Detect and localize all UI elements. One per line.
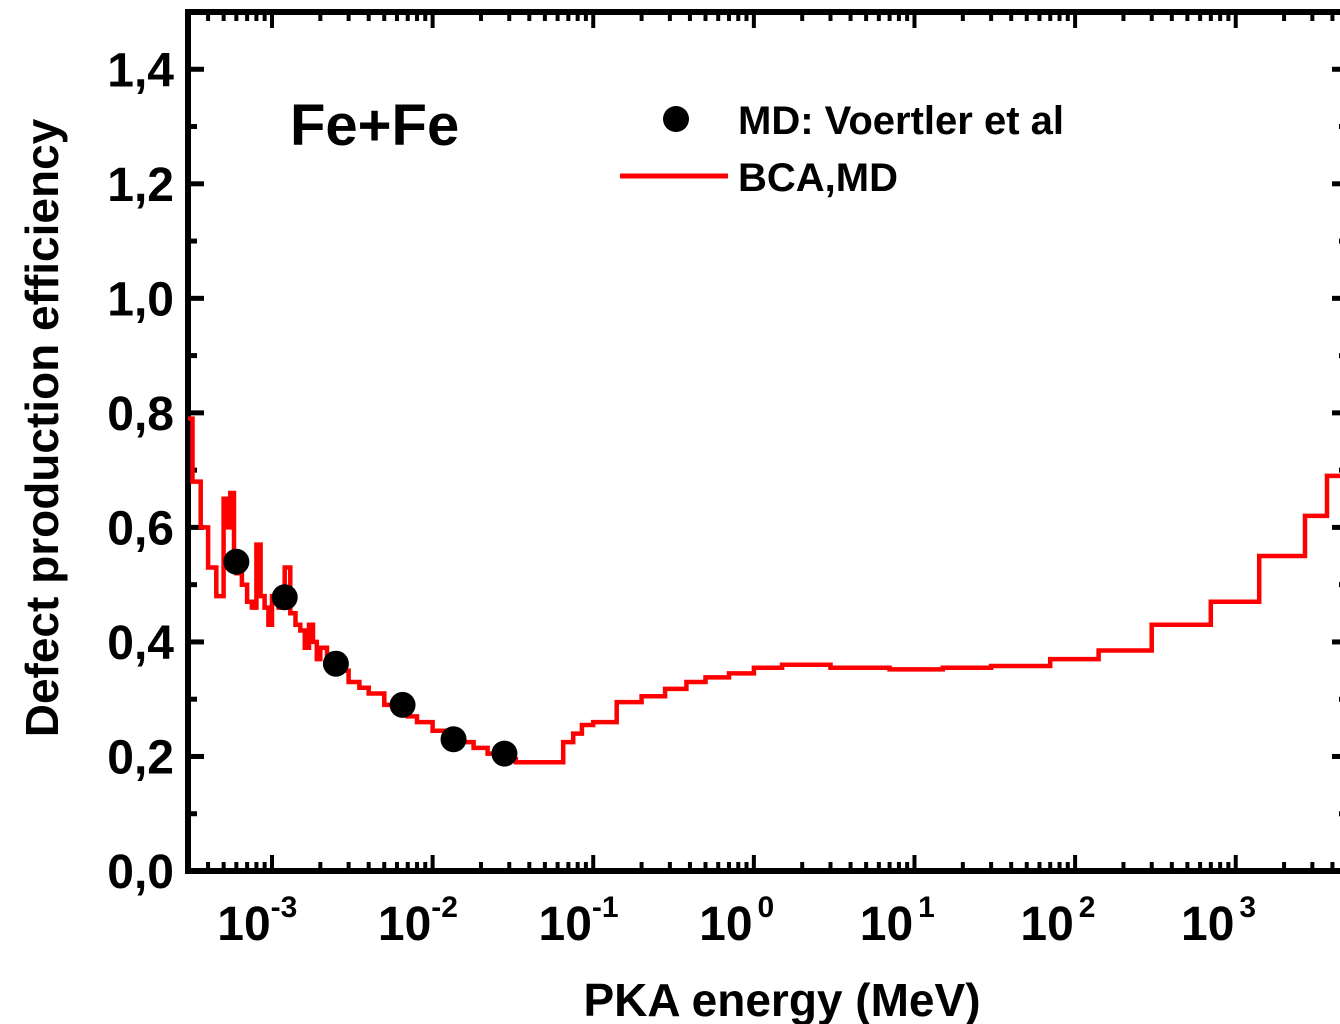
x-tick-label-exponent: 2 [1079,891,1096,924]
bca-md-step-line [188,416,1340,765]
x-tick-label: 10 [1020,898,1073,951]
x-tick-label-exponent: 0 [758,891,775,924]
y-tick-label: 1,2 [107,159,174,212]
y-tick-label: 0,6 [107,502,174,555]
y-axis-title: Defect production efficiency [16,118,68,737]
series-layer [188,416,1340,767]
y-tick-label: 1,0 [107,273,174,326]
y-tick-label: 0,0 [107,846,174,899]
md-data-point [223,548,250,575]
md-data-point [389,691,416,718]
x-tick-label: 10 [378,898,431,951]
x-tick-label-exponent: 3 [1239,891,1256,924]
x-tick-label: 10 [1181,898,1234,951]
annotation-fe-fe: Fe+Fe [290,93,459,158]
plot-frame [185,9,1340,874]
x-tick-label-exponent: -3 [271,891,298,924]
legend-marker-md [663,106,689,132]
labels-layer: 0,00,20,40,60,81,01,21,410 -3 10 -2 10 -1 10 0 1… [107,44,1256,951]
x-tick-label-exponent: 1 [918,891,935,924]
md-data-point [271,584,298,611]
y-tick-label: 0,2 [107,731,174,784]
md-data-point [440,726,467,753]
legend-label-md: MD: Voertler et al [738,99,1064,143]
x-axis-title: PKA energy (MeV) [583,974,980,1024]
md-data-point [322,650,349,677]
x-tick-label: 10 [539,898,592,951]
x-tick-label-exponent: -2 [431,891,458,924]
y-tick-label: 0,4 [107,617,174,670]
legend-label-bca: BCA,MD [738,156,898,200]
plot-frame-layer [185,9,1340,874]
x-tick-label: 10 [699,898,752,951]
x-tick-label: 10 [860,898,913,951]
y-tick-label: 0,8 [107,388,174,441]
x-tick-label-exponent: -1 [592,891,619,924]
x-tick-label: 10 [217,898,270,951]
y-tick-label: 1,4 [107,44,174,97]
ticks-layer [186,9,1340,874]
md-data-point [491,740,518,767]
legend: MD: Voertler et al BCA,MD [620,99,1064,200]
